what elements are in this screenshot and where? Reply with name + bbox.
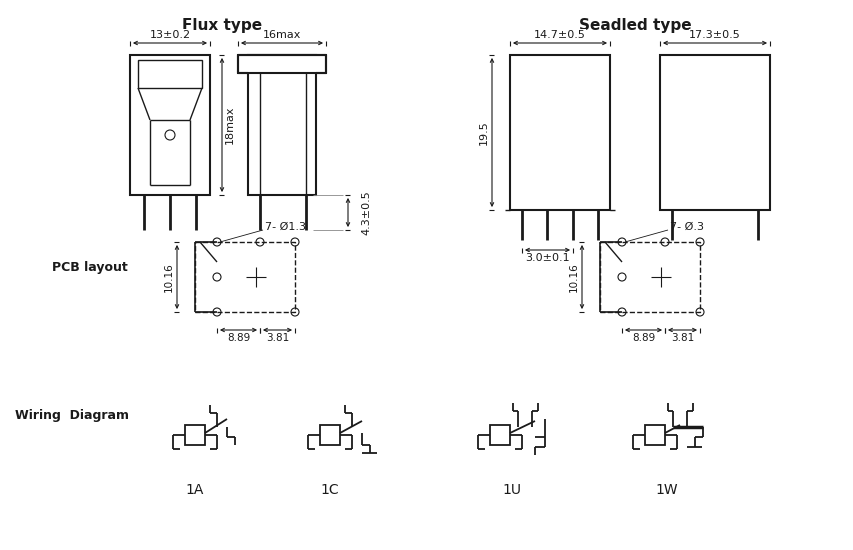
Text: 13±0.2: 13±0.2 <box>149 30 190 40</box>
Text: 17.3±0.5: 17.3±0.5 <box>688 30 740 40</box>
Text: 7- Ø1.3: 7- Ø1.3 <box>264 222 305 232</box>
Bar <box>247 55 316 195</box>
Text: 16max: 16max <box>263 30 301 40</box>
Bar <box>600 242 699 312</box>
Text: Flux type: Flux type <box>182 18 262 33</box>
Text: Wiring  Diagram: Wiring Diagram <box>15 409 129 421</box>
Text: 14.7±0.5: 14.7±0.5 <box>533 30 585 40</box>
Text: Seadled type: Seadled type <box>578 18 690 33</box>
Text: 19.5: 19.5 <box>479 120 489 145</box>
Text: 1C: 1C <box>321 483 339 497</box>
Text: 3.81: 3.81 <box>670 333 693 343</box>
Bar <box>238 55 326 73</box>
Bar <box>644 425 664 445</box>
Bar <box>185 425 205 445</box>
Text: 7- Ø.3: 7- Ø.3 <box>670 222 703 232</box>
Text: 10.16: 10.16 <box>568 262 578 292</box>
Bar <box>320 425 339 445</box>
Text: 3.81: 3.81 <box>265 333 289 343</box>
Text: 1W: 1W <box>655 483 677 497</box>
Text: PCB layout: PCB layout <box>52 261 128 274</box>
Bar <box>509 55 609 210</box>
Text: 1U: 1U <box>502 483 521 497</box>
Bar <box>659 55 769 210</box>
Text: 18max: 18max <box>224 106 235 144</box>
Bar <box>138 60 202 88</box>
Text: 10.16: 10.16 <box>164 262 174 292</box>
Bar <box>130 55 210 195</box>
Text: 1A: 1A <box>186 483 204 497</box>
Text: 8.89: 8.89 <box>631 333 654 343</box>
Bar <box>194 242 294 312</box>
Text: 4.3±0.5: 4.3±0.5 <box>361 190 370 235</box>
Bar <box>490 425 509 445</box>
Text: 3.0±0.1: 3.0±0.1 <box>525 253 569 263</box>
Text: 8.89: 8.89 <box>227 333 250 343</box>
